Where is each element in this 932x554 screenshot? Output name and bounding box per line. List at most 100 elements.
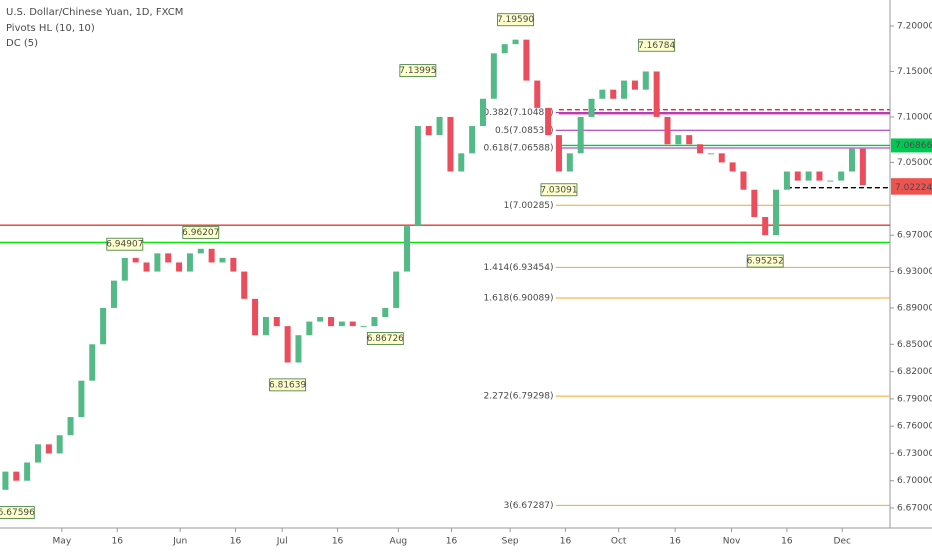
x-tick-label: Jul — [276, 537, 288, 547]
y-tick-label: 7.10000 — [897, 112, 932, 122]
y-tick-label: 7.15000 — [897, 67, 932, 77]
x-tick-label: 16 — [669, 537, 681, 547]
fib-label: 0.618(7.06588) — [484, 143, 554, 153]
candle — [262, 317, 269, 336]
y-tick-label: 7.20000 — [897, 22, 932, 32]
candle — [121, 257, 128, 281]
y-tick-label: 6.93000 — [897, 267, 932, 277]
candle — [458, 153, 465, 172]
indicator-label: Pivots HL (10, 10) — [6, 23, 95, 34]
pivot-box — [0, 506, 35, 519]
candle — [859, 148, 866, 186]
candle — [642, 71, 649, 90]
candle — [241, 271, 248, 299]
candle — [360, 326, 367, 328]
candle — [132, 257, 139, 263]
candle — [371, 317, 378, 327]
candle — [773, 189, 780, 236]
pivot: 6.94907 — [106, 237, 143, 251]
x-tick-label: 16 — [332, 537, 344, 547]
candle — [208, 248, 215, 263]
candle — [393, 271, 400, 308]
pivot-box — [638, 38, 676, 52]
x-tick-label: 16 — [446, 537, 458, 547]
candle — [197, 248, 204, 254]
candle — [67, 417, 74, 436]
pivot-box — [399, 64, 437, 78]
candle — [805, 171, 812, 181]
fib-label: 3(6.67287) — [504, 501, 554, 511]
candle — [317, 317, 324, 322]
candle — [555, 135, 562, 172]
candle — [490, 53, 497, 99]
candle — [599, 89, 606, 99]
pivot: 7.19590 — [497, 13, 534, 27]
candle — [436, 116, 443, 136]
candle — [425, 126, 432, 136]
candle — [56, 435, 63, 454]
pivot: 6.96207 — [182, 225, 219, 239]
fib-label: 1(7.00285) — [504, 201, 554, 211]
pivot-label: 6.94907 — [106, 240, 143, 250]
x-tick-label: 16 — [230, 537, 242, 547]
candle — [838, 171, 845, 181]
candle — [78, 380, 85, 418]
y-tick-label: 7.05000 — [897, 158, 932, 168]
candle — [577, 116, 584, 154]
candle — [414, 126, 421, 227]
pivot-box — [746, 254, 784, 268]
pivot: 6.67596 — [0, 506, 35, 519]
x-tick-label: Nov — [723, 537, 741, 547]
pivot-label: 6.96207 — [182, 228, 219, 238]
candle — [34, 444, 41, 463]
candle — [794, 171, 801, 181]
pivot-label: 6.67596 — [0, 508, 35, 518]
pivot-label: 7.16784 — [638, 41, 675, 51]
candle — [2, 471, 9, 490]
candle — [653, 71, 660, 117]
pivot-label: 6.81639 — [269, 380, 306, 390]
candle — [295, 335, 302, 363]
candle — [306, 321, 313, 336]
candle — [230, 257, 237, 272]
x-tick-label: 16 — [111, 537, 123, 547]
candle — [273, 317, 280, 327]
x-tick-label: Jun — [172, 537, 187, 547]
candle — [740, 171, 747, 190]
candle — [252, 298, 259, 336]
pivot: 7.03091 — [540, 183, 578, 197]
price-label-box — [891, 138, 932, 153]
candle — [664, 116, 671, 145]
price-label: 7.06866 — [895, 141, 932, 151]
pivot: 7.13995 — [399, 64, 437, 78]
candle — [566, 153, 573, 172]
candle — [186, 253, 193, 272]
x-tick-label: 16 — [781, 537, 793, 547]
candle — [176, 262, 183, 272]
candle — [697, 144, 704, 154]
candle — [382, 307, 389, 318]
price-label-box — [891, 180, 932, 195]
candle — [338, 321, 345, 327]
x-tick-label: May — [53, 537, 72, 547]
candle — [545, 107, 552, 136]
candle — [707, 153, 714, 155]
pivot: 6.86726 — [367, 332, 404, 346]
indicator-label: DC (5) — [6, 38, 38, 49]
y-tick-label: 6.67000 — [897, 503, 932, 513]
y-tick-label: 6.82000 — [897, 367, 932, 377]
candle — [534, 80, 541, 108]
pivot-box — [269, 378, 307, 392]
candle — [849, 148, 856, 172]
candle — [686, 135, 693, 145]
candle — [762, 216, 769, 236]
candle — [610, 89, 617, 99]
candle — [349, 321, 356, 327]
candle — [675, 135, 682, 145]
candle — [588, 98, 595, 117]
pivot-label: 7.19590 — [497, 15, 534, 25]
candle — [328, 317, 335, 327]
